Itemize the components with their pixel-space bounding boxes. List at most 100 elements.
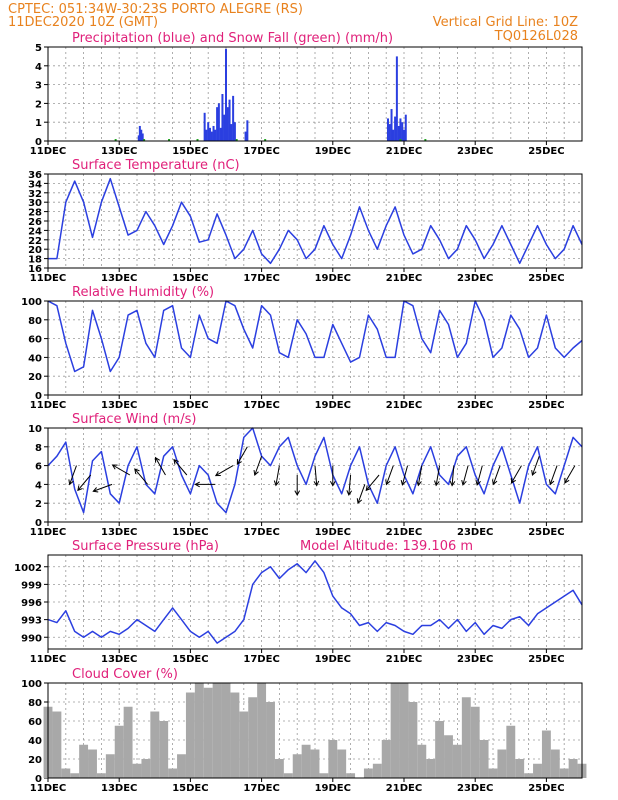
wind-xtick-label: 25DEC <box>528 527 564 538</box>
wind-arrow-head <box>434 480 440 487</box>
cloud-bar <box>257 683 267 778</box>
precip-bar <box>138 125 141 141</box>
snow-bar <box>264 139 267 141</box>
precip-bar <box>141 133 144 141</box>
wind-arrow-head <box>492 479 498 486</box>
wind-arrow-head <box>77 485 83 492</box>
cloud-bar <box>363 768 373 778</box>
wind-arrow <box>77 474 92 492</box>
rh-title: Relative Humidity (%) <box>72 285 214 300</box>
precip-xtick-label: 21DEC <box>386 146 422 157</box>
wind-arrow <box>434 465 441 487</box>
wind-arrow-head <box>356 498 363 505</box>
wind-arrow-head <box>194 481 200 488</box>
precip-bar <box>210 131 213 141</box>
rh-frame <box>47 300 583 396</box>
cloud-bar <box>497 749 507 778</box>
cloud-bar <box>221 683 231 778</box>
pressure-xtick-label: 21DEC <box>386 654 422 665</box>
precip-bar <box>244 131 247 141</box>
temp-ytick-label: 28 <box>28 208 42 219</box>
snow-bar <box>143 139 146 141</box>
temp-xtick-label: 13DEC <box>101 273 137 284</box>
rh-xtick-label: 17DEC <box>243 400 279 411</box>
precip-ytick-label: 5 <box>35 43 42 54</box>
pressure-frame <box>47 554 583 650</box>
wind-arrow <box>236 446 248 466</box>
run-time: 11DEC2020 10Z (GMT) <box>8 15 158 30</box>
wind-xtick-label: 13DEC <box>101 527 137 538</box>
wind-xtick-label: 17DEC <box>243 527 279 538</box>
pressure-ytick-label: 1002 <box>14 563 42 574</box>
wind-arrow-shaft <box>492 465 501 485</box>
wind-arrow <box>492 465 501 486</box>
wind-arrow <box>400 465 409 486</box>
cloud-xtick-label: 21DEC <box>386 783 422 794</box>
precip-bar <box>217 103 220 141</box>
cloud-bar <box>515 759 525 778</box>
wind-arrow-shaft <box>314 465 318 486</box>
cloud-bar <box>417 744 427 778</box>
cloud-bar <box>212 683 222 778</box>
wind-arrow-shaft <box>549 465 558 485</box>
temp-ytick-label: 16 <box>28 264 42 275</box>
cloud-ytick-label: 60 <box>28 717 42 728</box>
precip-bar <box>219 127 222 141</box>
precip-xtick-label: 25DEC <box>528 146 564 157</box>
temp-xtick-label: 11DEC <box>30 273 66 284</box>
cloud-bar <box>399 683 409 778</box>
wind-xtick-label: 21DEC <box>386 527 422 538</box>
wind-arrow <box>134 468 149 485</box>
rh-xtick-label: 19DEC <box>315 400 351 411</box>
wind-arrow-head <box>313 480 320 487</box>
wind-arrow-shaft <box>77 474 92 491</box>
precip-bar <box>232 95 235 141</box>
wind-arrow <box>365 474 380 492</box>
wind-panel: Surface Wind (m/s) 0 2 4 6 8 10 11DEC 13DEC 15DEC… <box>28 412 583 538</box>
wind-xtick-label: 23DEC <box>457 527 493 538</box>
cloud-bar <box>230 692 240 778</box>
precip-bar <box>205 129 208 141</box>
precip-xtick-label: 13DEC <box>101 146 137 157</box>
temp-ytick-label: 32 <box>28 189 42 200</box>
wind-ytick-label: 2 <box>35 499 42 510</box>
wind-arrow-head <box>154 456 161 463</box>
wind-arrow <box>531 456 540 476</box>
pressure-line <box>47 560 583 644</box>
wind-arrow-head <box>236 459 242 466</box>
cloud-bar <box>488 768 498 778</box>
wind-arrow <box>510 465 522 484</box>
temp-title: Surface Temperature (nC) <box>72 158 240 173</box>
temp-frame <box>47 173 583 269</box>
temp-ytick-label: 24 <box>28 226 42 237</box>
wind-arrow <box>461 465 469 486</box>
wind-arrow <box>564 465 576 484</box>
cloud-bar <box>168 768 178 778</box>
cloud-bar <box>239 711 249 778</box>
rh-xtick-label: 15DEC <box>172 400 208 411</box>
wind-ytick-label: 0 <box>35 518 42 529</box>
temp-xtick-label: 21DEC <box>386 273 422 284</box>
cloud-xtick-label: 19DEC <box>315 783 351 794</box>
wind-arrow-shaft <box>357 484 366 504</box>
cloud-bar <box>533 763 542 778</box>
cloud-bar <box>328 740 338 778</box>
pressure-xtick-label: 17DEC <box>243 654 279 665</box>
precip-bar <box>226 107 229 141</box>
precip-bar <box>140 129 143 141</box>
precip-bar <box>221 94 224 141</box>
precip-bar <box>203 112 206 141</box>
pressure-ytick-label: 990 <box>21 633 42 644</box>
cloud-bar <box>559 768 569 778</box>
precip-xtick-label: 17DEC <box>243 146 279 157</box>
cloud-bar <box>150 711 160 778</box>
temp-xtick-label: 17DEC <box>243 273 279 284</box>
cloud-bar <box>390 683 400 778</box>
cloud-bar <box>248 697 258 778</box>
cloud-ytick-label: 20 <box>28 755 42 766</box>
temp-line <box>48 177 583 265</box>
station-title: CPTEC: 051:34W-30:23S PORTO ALEGRE (RS) <box>8 2 303 17</box>
precip-ytick-label: 2 <box>35 99 42 110</box>
wind-arrow <box>313 465 320 487</box>
